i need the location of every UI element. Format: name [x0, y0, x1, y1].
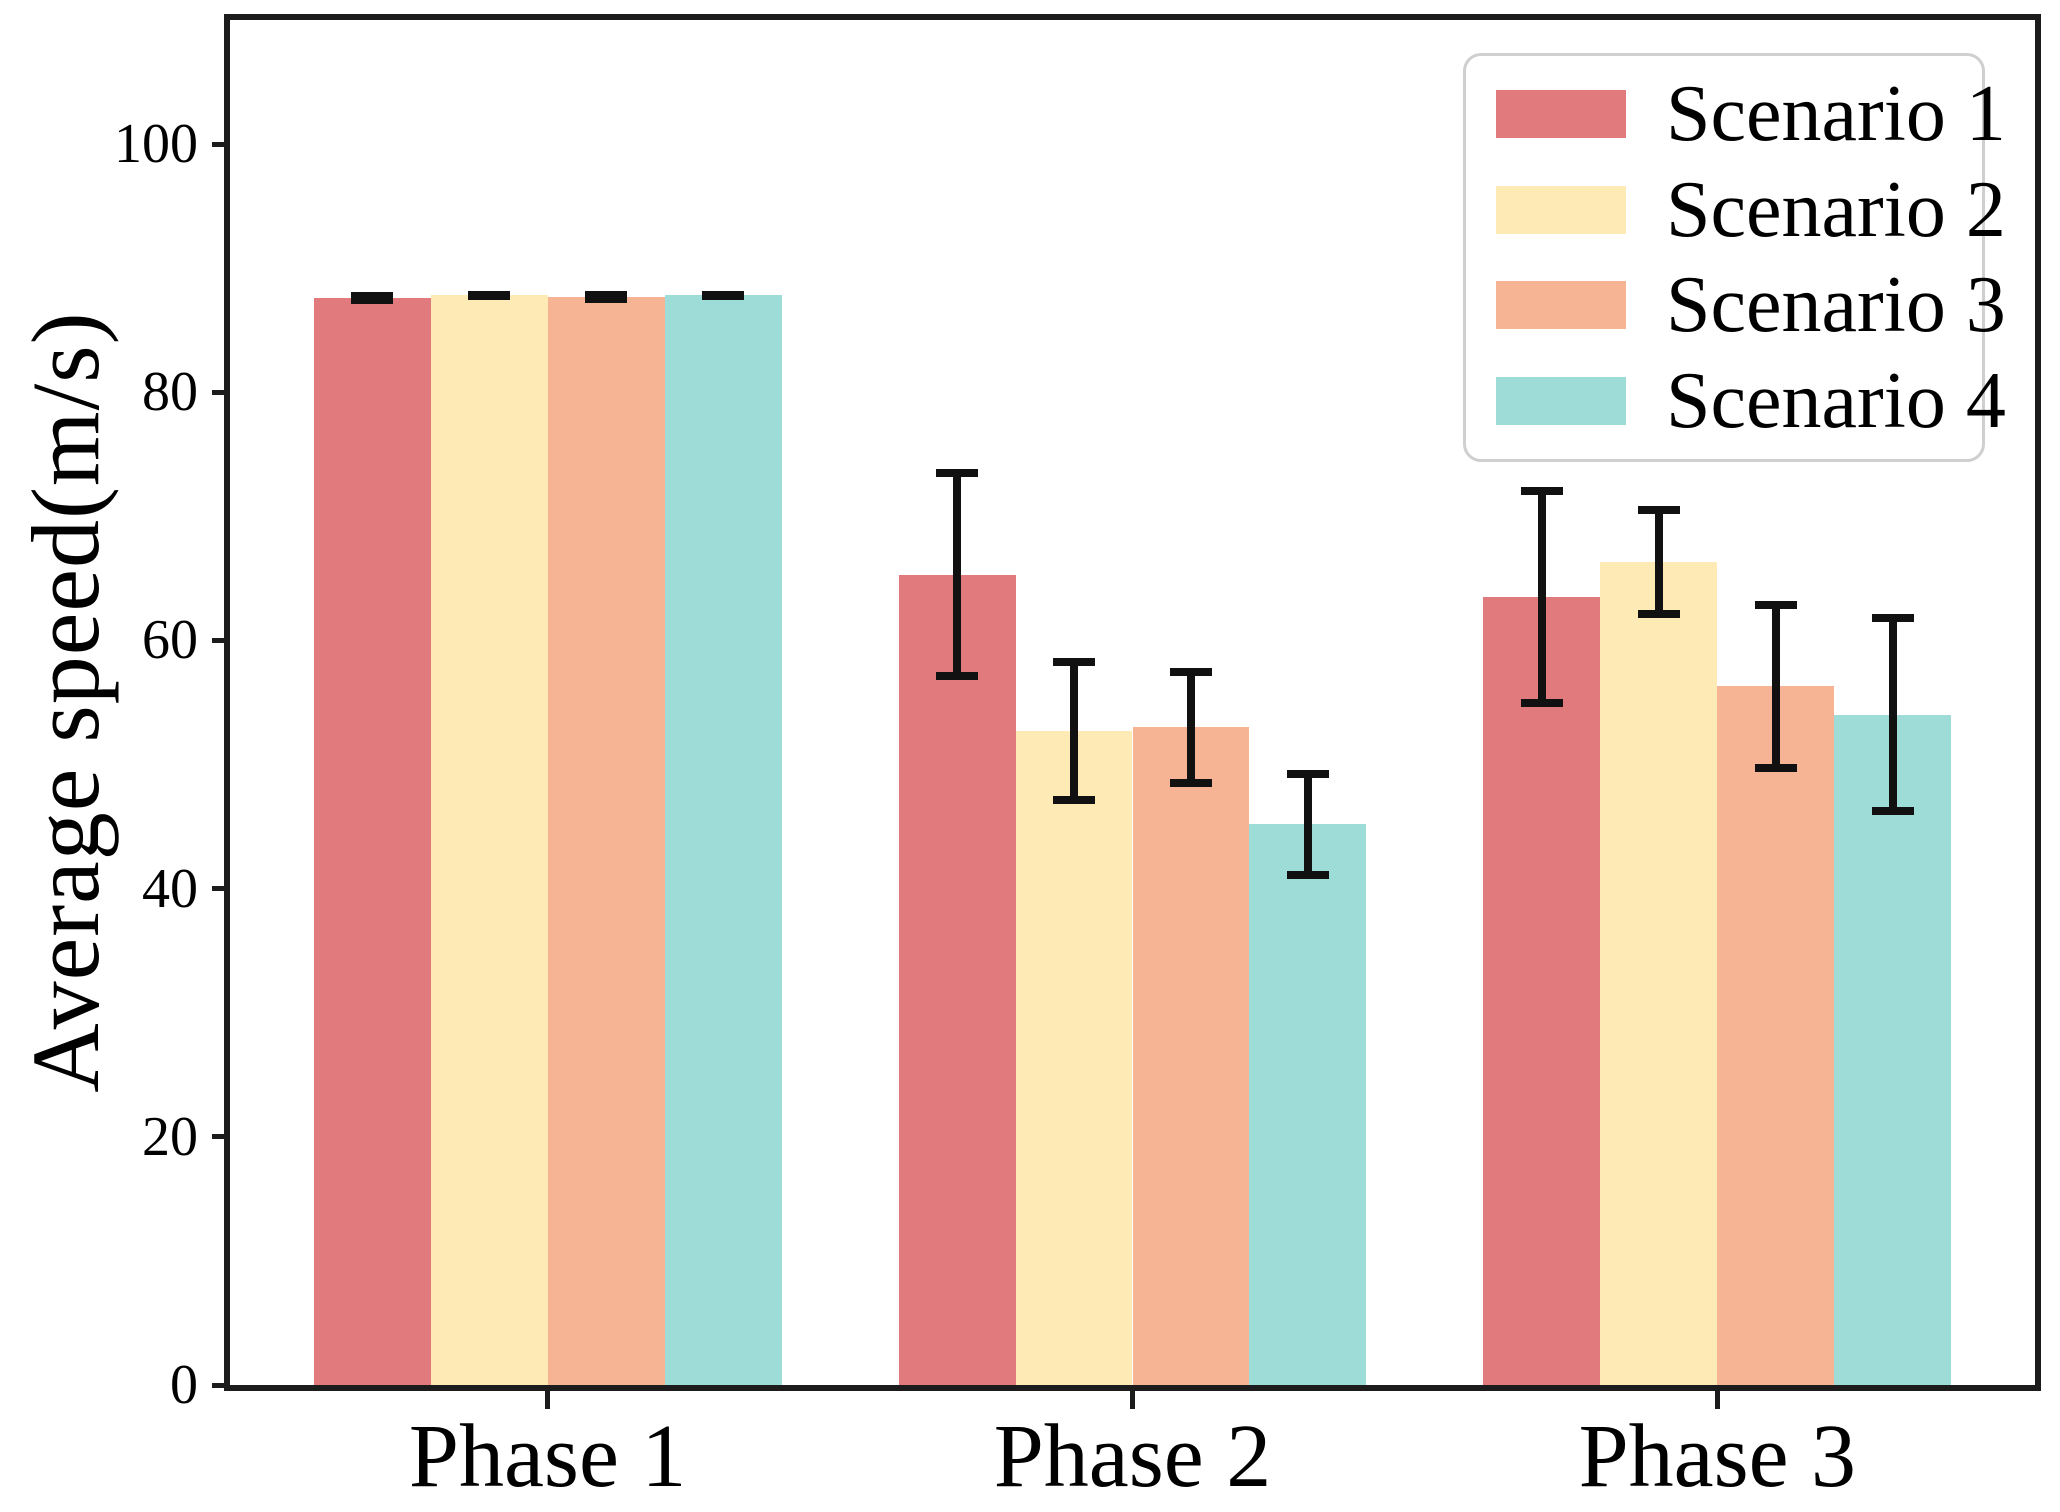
error-bar-cap-bottom [1754, 763, 1797, 772]
legend-color-swatch [1496, 281, 1626, 330]
y-tick-mark [212, 637, 230, 643]
y-tick-mark [212, 886, 230, 892]
error-bar-cap-top [1754, 600, 1797, 609]
y-tick-label: 80 [142, 361, 198, 424]
error-bar-cap-bottom [1637, 610, 1680, 619]
error-bar [1754, 600, 1797, 772]
bar-phase3-scenario3 [1717, 686, 1835, 1385]
legend-label: Scenario 3 [1666, 261, 2006, 350]
error-bar-cap-top [1520, 486, 1563, 495]
error-bar-cap-top [1169, 667, 1212, 676]
error-bar [1871, 614, 1914, 816]
error-bar-cap-bottom [1871, 807, 1914, 816]
legend-item-scenario2: Scenario 2 [1466, 164, 2006, 256]
legend-label: Scenario 1 [1666, 69, 2006, 158]
error-bar-line [1888, 614, 1897, 816]
y-tick-label: 0 [170, 1354, 198, 1416]
bar-phase2-scenario4 [1249, 824, 1367, 1385]
error-bar-cap-top [1286, 769, 1329, 778]
bar-phase2-scenario2 [1015, 731, 1133, 1385]
y-tick-mark [212, 141, 230, 147]
error-bar-line [1537, 486, 1546, 708]
y-axis-label: Average speed(m/s) [10, 311, 121, 1092]
error-bar-cap-top [1637, 506, 1680, 515]
error-bar-cap-top [1871, 614, 1914, 623]
y-tick-mark [212, 1134, 230, 1140]
error-bar [1286, 769, 1329, 879]
error-bar-cap-top [1053, 657, 1096, 666]
legend-item-scenario1: Scenario 1 [1466, 68, 2006, 160]
bar-phase3-scenario1 [1483, 597, 1601, 1385]
legend: Scenario 1 Scenario 2 Scenario 3 Scenario 4 [1463, 53, 2006, 462]
error-bar-cap-top [351, 291, 394, 300]
y-axis-label-text: Average speed(m/s) [12, 311, 119, 1093]
error-bar-cap-bottom [585, 294, 628, 303]
bar-phase2-scenario1 [898, 574, 1016, 1385]
bar-phase1-scenario4 [664, 295, 782, 1385]
error-bar-line [1303, 769, 1312, 879]
bar-phase1-scenario2 [430, 295, 548, 1385]
x-tick-mark [545, 1391, 551, 1409]
error-bar [702, 290, 745, 301]
error-bar [1520, 486, 1563, 708]
error-bar [1053, 657, 1096, 805]
y-tick-mark [212, 1382, 230, 1388]
legend-item-scenario4: Scenario 4 [1466, 355, 2006, 447]
error-bar-cap-top [585, 290, 628, 299]
error-bar-cap-bottom [468, 292, 511, 301]
error-bar-cap-bottom [1286, 870, 1329, 879]
bar-phase3-scenario4 [1834, 714, 1952, 1385]
error-bar-cap-bottom [351, 296, 394, 305]
bar-phase3-scenario2 [1600, 562, 1718, 1385]
error-bar-line [953, 469, 962, 681]
error-bar-cap-bottom [1520, 699, 1563, 708]
error-bar [468, 290, 511, 301]
error-bar [1637, 506, 1680, 619]
legend-color-swatch [1496, 185, 1626, 234]
error-bar-cap-bottom [1169, 778, 1212, 787]
legend-label: Scenario 2 [1666, 165, 2006, 254]
error-bar-cap-bottom [1053, 796, 1096, 805]
x-tick-label: Phase 3 [1578, 1407, 1857, 1506]
legend-color-swatch [1496, 89, 1626, 138]
x-tick-mark [1130, 1391, 1135, 1409]
error-bar-line [1654, 506, 1663, 619]
error-bar [585, 290, 628, 303]
bar-phase1-scenario1 [313, 297, 431, 1385]
legend-item-scenario3: Scenario 3 [1466, 259, 2006, 351]
error-bar [351, 291, 394, 305]
error-bar [936, 469, 979, 681]
legend-color-swatch [1496, 377, 1626, 426]
y-tick-label: 60 [142, 609, 198, 672]
error-bar-cap-bottom [702, 292, 745, 301]
legend-label: Scenario 4 [1666, 357, 2006, 446]
error-bar [1169, 667, 1212, 787]
bar-phase2-scenario3 [1132, 727, 1250, 1385]
error-bar-line [1070, 657, 1079, 805]
y-tick-label: 100 [114, 113, 198, 176]
error-bar-cap-bottom [936, 672, 979, 681]
y-tick-label: 20 [142, 1105, 198, 1168]
y-tick-label: 40 [142, 857, 198, 920]
y-tick-mark [212, 389, 230, 395]
x-tick-label: Phase 1 [408, 1407, 687, 1506]
error-bar-line [1771, 600, 1780, 772]
error-bar-line [1186, 667, 1195, 787]
x-tick-mark [1714, 1391, 1720, 1409]
x-tick-label: Phase 2 [993, 1407, 1272, 1506]
error-bar-cap-top [936, 469, 979, 478]
bar-phase1-scenario3 [547, 296, 665, 1385]
